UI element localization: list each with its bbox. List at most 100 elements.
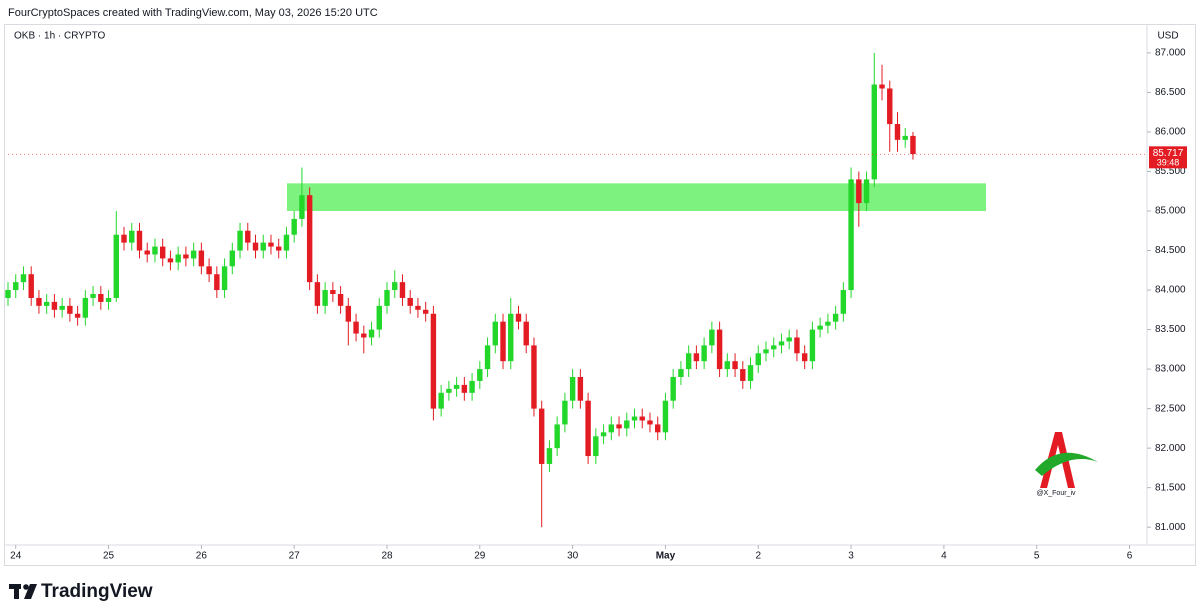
candle-body	[105, 297, 112, 302]
candle-body	[237, 230, 243, 251]
logo-part	[14, 584, 19, 599]
x-tick-label: 6	[1127, 551, 1133, 562]
candle-body	[384, 290, 390, 306]
candle-body	[624, 420, 630, 429]
candle-body	[407, 297, 413, 306]
y-tick-label: 83.000	[1155, 364, 1186, 375]
candle-body	[546, 448, 553, 464]
candle-body	[515, 313, 522, 322]
watermark-swoosh	[1035, 452, 1098, 476]
candle-body	[129, 230, 135, 243]
candle-body	[771, 345, 777, 350]
candle-body	[778, 341, 785, 346]
candle-body	[716, 329, 723, 370]
candle-body	[252, 242, 259, 251]
candle-body	[113, 234, 119, 298]
frame	[4, 24, 1196, 566]
candle-body	[198, 250, 205, 267]
candle-body	[701, 345, 707, 362]
candle-body	[322, 290, 328, 306]
candle-body	[732, 361, 738, 370]
candle-body	[229, 250, 236, 267]
candle-body	[593, 436, 599, 457]
candle-body	[484, 345, 491, 370]
y-tick-label: 86.000	[1155, 127, 1186, 138]
candle-body	[631, 416, 638, 421]
candle-body	[98, 294, 104, 302]
candle-body	[291, 218, 297, 235]
candle-body	[508, 313, 514, 362]
candle-body	[531, 345, 537, 409]
candle-body	[840, 290, 847, 314]
candle-body	[90, 294, 96, 298]
y-tick-label: 85.000	[1155, 206, 1186, 217]
brand-name: TradingView	[41, 581, 153, 602]
candle-body	[190, 250, 197, 259]
candle-body	[685, 353, 692, 370]
candle-body	[67, 305, 73, 314]
candle-body	[902, 135, 908, 140]
candle-body	[330, 290, 336, 294]
candle-body	[438, 392, 444, 409]
candle-body	[856, 179, 862, 204]
candle-body	[809, 329, 816, 362]
candle-body	[5, 290, 11, 298]
candle-body	[887, 88, 893, 125]
candle-body	[74, 313, 81, 318]
candle-body	[786, 337, 792, 342]
x-tick-label: 30	[567, 551, 579, 562]
candle-body	[662, 400, 669, 433]
candle-body	[817, 325, 823, 330]
candle-body	[260, 242, 266, 251]
candle-body	[655, 424, 661, 433]
candle-body	[477, 369, 483, 381]
candle-body	[245, 230, 251, 243]
candle-body	[28, 274, 34, 298]
y-tick-label: 82.000	[1155, 443, 1186, 454]
candle-body	[283, 234, 290, 251]
candle-body	[144, 250, 150, 255]
candle-body	[871, 84, 877, 180]
candle-body	[183, 254, 189, 259]
candle-body	[214, 274, 220, 291]
x-tick-label: 3	[848, 551, 854, 562]
candle-body	[361, 333, 367, 338]
candle-body	[554, 424, 560, 449]
x-tick-label: 27	[289, 551, 301, 562]
logo-part	[23, 584, 29, 590]
currency-label: USD	[1157, 31, 1178, 42]
candle-body	[763, 349, 769, 354]
x-tick-label: 26	[196, 551, 208, 562]
candle-body	[562, 400, 568, 425]
last-price-box	[1149, 146, 1187, 169]
candle-body	[709, 329, 715, 346]
candle-body	[469, 380, 475, 393]
candle-body	[306, 195, 313, 283]
candle-body	[863, 179, 870, 204]
candle-body	[353, 321, 359, 334]
candle-body	[894, 124, 901, 140]
x-tick-label: 29	[474, 551, 486, 562]
candle-body	[608, 424, 615, 433]
candle-body	[51, 301, 58, 310]
candle-body	[600, 432, 607, 437]
y-tick-label: 83.500	[1155, 324, 1186, 335]
y-tick-label: 84.500	[1155, 245, 1186, 256]
candle-body	[825, 321, 831, 326]
logo-part	[24, 584, 37, 599]
candle-body	[345, 305, 352, 322]
x-tick-label: 25	[103, 551, 115, 562]
candle-body	[678, 369, 684, 377]
candle-body	[82, 297, 89, 318]
x-tick-label: 28	[381, 551, 393, 562]
candle-body	[276, 246, 282, 251]
candle-body	[376, 305, 382, 330]
candle-body	[299, 195, 305, 219]
candle-body	[167, 258, 174, 263]
candle-body	[879, 84, 885, 89]
candle-body	[724, 361, 731, 370]
candle-body	[221, 266, 228, 291]
candle-body	[268, 242, 274, 247]
